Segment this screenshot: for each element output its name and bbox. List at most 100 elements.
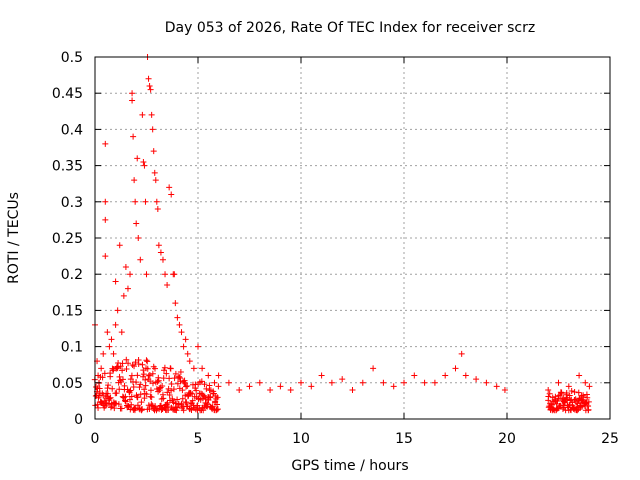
- data-point: [177, 375, 184, 382]
- data-point: [200, 392, 207, 399]
- data-point: [159, 382, 166, 389]
- data-point: [177, 368, 184, 375]
- data-point: [225, 379, 232, 386]
- data-point: [144, 358, 151, 365]
- data-point: [132, 359, 139, 366]
- data-point: [170, 386, 177, 393]
- data-point: [168, 380, 175, 387]
- data-point: [122, 398, 129, 405]
- data-point: [139, 111, 146, 118]
- data-point: [106, 395, 113, 402]
- data-point: [104, 385, 111, 392]
- data-point: [163, 370, 170, 377]
- data-point: [128, 372, 135, 379]
- data-point: [157, 249, 164, 256]
- data-point: [411, 372, 418, 379]
- data-point: [585, 398, 592, 405]
- data-point: [160, 395, 167, 402]
- data-point: [141, 386, 148, 393]
- x-tick-label: 25: [601, 431, 619, 447]
- data-point: [214, 406, 221, 413]
- data-point: [159, 256, 166, 263]
- data-point: [201, 381, 208, 388]
- data-point: [205, 372, 212, 379]
- data-point: [493, 383, 500, 390]
- data-point: [203, 385, 210, 392]
- data-point: [215, 383, 222, 390]
- data-point: [142, 198, 149, 205]
- data-point: [370, 365, 377, 372]
- data-point: [138, 407, 145, 414]
- y-tick-label: 0.45: [52, 86, 83, 102]
- data-point: [160, 375, 167, 382]
- data-point: [99, 374, 106, 381]
- data-point: [186, 358, 193, 365]
- data-point: [401, 379, 407, 386]
- data-point: [548, 401, 555, 408]
- data-point: [112, 278, 119, 285]
- data-point: [143, 391, 150, 398]
- data-point: [131, 177, 138, 184]
- data-point: [131, 363, 138, 370]
- data-point: [95, 392, 102, 399]
- data-point: [111, 405, 118, 412]
- plot-frame: [94, 56, 611, 420]
- data-point: [95, 404, 102, 411]
- data-point: [565, 383, 572, 390]
- data-point: [116, 386, 123, 393]
- data-point: [137, 391, 144, 398]
- data-point: [118, 405, 125, 412]
- data-point: [145, 372, 152, 379]
- data-point: [142, 376, 149, 383]
- data-point: [107, 394, 114, 401]
- data-point: [555, 379, 562, 386]
- data-point: [211, 379, 218, 386]
- data-point: [150, 148, 157, 155]
- data-point: [149, 380, 156, 387]
- data-point: [122, 263, 129, 270]
- data-point: [139, 361, 146, 368]
- data-point: [129, 90, 136, 97]
- data-point: [125, 360, 132, 367]
- data-point: [119, 367, 126, 374]
- data-point: [140, 373, 147, 380]
- data-point: [112, 321, 119, 328]
- data-point: [129, 361, 136, 368]
- data-point: [155, 242, 162, 249]
- data-point: [134, 402, 141, 409]
- data-point: [501, 387, 508, 394]
- data-point: [161, 367, 168, 374]
- data-point: [214, 394, 221, 401]
- y-tick-label: 0.1: [61, 340, 83, 356]
- y-axis-label: ROTI / TECUs: [6, 192, 22, 284]
- data-point: [166, 184, 173, 191]
- data-point: [580, 394, 587, 401]
- data-point: [123, 366, 130, 373]
- data-point: [359, 379, 366, 386]
- data-point: [172, 300, 179, 307]
- data-point: [155, 377, 162, 384]
- data-point: [135, 361, 142, 368]
- data-point: [153, 198, 160, 205]
- data-point: [545, 393, 552, 400]
- data-point: [154, 206, 161, 213]
- data-point: [176, 373, 183, 380]
- data-point: [130, 133, 137, 140]
- data-point: [215, 372, 222, 379]
- data-point: [183, 383, 190, 390]
- data-point: [390, 383, 397, 390]
- data-point: [190, 365, 197, 372]
- data-point: [287, 387, 294, 394]
- data-point: [167, 365, 174, 372]
- data-point: [184, 382, 191, 389]
- data-point: [121, 382, 128, 389]
- data-point: [462, 372, 469, 379]
- data-point: [582, 379, 589, 386]
- data-point: [137, 381, 144, 388]
- data-point: [166, 375, 173, 382]
- data-point: [558, 389, 565, 396]
- data-point: [120, 292, 127, 299]
- data-point: [145, 75, 152, 82]
- data-point: [180, 343, 187, 350]
